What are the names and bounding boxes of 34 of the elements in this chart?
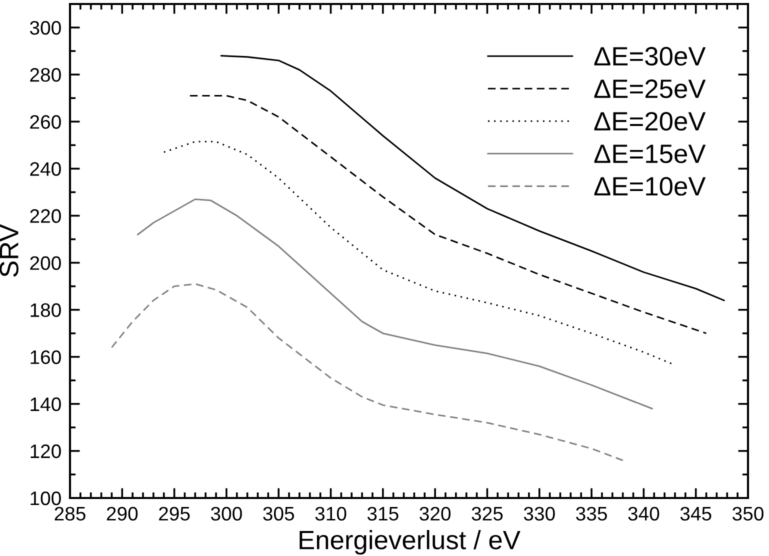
- x-tick-label: 310: [315, 506, 346, 521]
- x-tick-label: 345: [680, 506, 712, 521]
- legend-label: ΔE=25eV: [594, 79, 706, 98]
- legend-label: ΔE=30eV: [594, 46, 706, 66]
- x-tick-label: 335: [576, 506, 607, 521]
- y-tick-label: 300: [30, 20, 61, 35]
- x-tick-label: 300: [210, 506, 242, 521]
- line-series: [137, 198, 653, 410]
- legend-label: ΔE=15eV: [594, 144, 706, 164]
- legend-label: ΔE=10eV: [594, 176, 706, 196]
- x-tick-label: 330: [524, 506, 555, 521]
- y-tick-label: 140: [30, 397, 61, 412]
- y-tick-label: 240: [30, 162, 61, 176]
- x-tick-label: 340: [628, 506, 660, 521]
- x-tick-label: 285: [54, 506, 86, 521]
- y-tick-label: 100: [30, 491, 61, 506]
- line-series: [110, 283, 624, 462]
- x-tick-label: 295: [159, 506, 190, 521]
- y-tick-label: 180: [30, 303, 61, 318]
- x-tick-label: 350: [732, 506, 764, 521]
- y-axis-title: SRV: [0, 224, 18, 277]
- x-tick-label: 305: [263, 506, 294, 521]
- y-tick-label: 120: [30, 444, 61, 458]
- x-axis-title: Energieverlust / eV: [300, 530, 520, 555]
- x-tick-label: 315: [367, 506, 398, 521]
- x-tick-label: 325: [472, 506, 503, 521]
- y-tick-label: 200: [30, 256, 61, 270]
- y-tick-label: 260: [30, 115, 61, 129]
- legend-label: ΔE=20eV: [594, 112, 706, 131]
- y-tick-label: 280: [30, 68, 61, 82]
- y-tick-label: 160: [30, 350, 61, 364]
- y-tick-label: 220: [30, 209, 61, 223]
- x-tick-label: 320: [420, 506, 451, 521]
- x-tick-label: 290: [106, 506, 138, 521]
